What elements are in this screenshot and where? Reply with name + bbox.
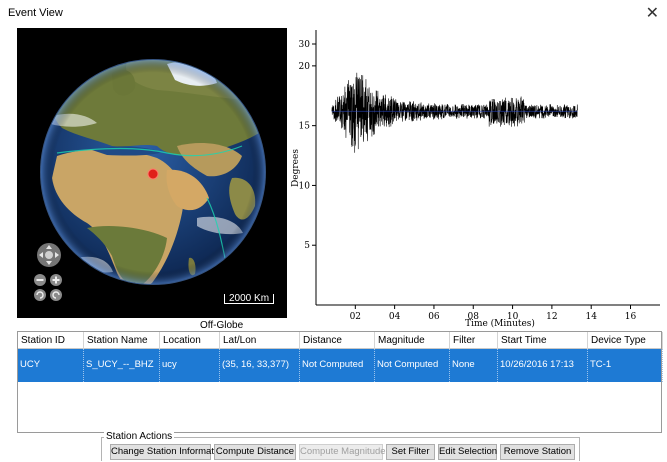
rotate-right-icon[interactable]	[50, 289, 62, 301]
table-header: Station ID Station Name Location Lat/Lon Dis…	[18, 332, 663, 349]
x-tick-label: 10	[507, 312, 519, 322]
station-table[interactable]: Station ID Station Name Location Lat/Lon Dis…	[17, 331, 663, 433]
column-header[interactable]: Filter	[450, 332, 498, 349]
table-cell: UCY	[18, 349, 84, 382]
rotate-left-icon[interactable]	[34, 289, 46, 301]
table-cell: None	[450, 349, 498, 382]
compute-magnitude-button[interactable]: Compute Magnitude	[299, 444, 386, 460]
table-cell: ucy	[160, 349, 220, 382]
edit-selection-button[interactable]: Edit Selection	[438, 444, 497, 460]
set-filter-button[interactable]: Set Filter	[386, 444, 435, 460]
window-title: Event View	[8, 7, 63, 19]
seismogram-chart[interactable]: 5 10 15 20 30 02 04 06 08 10 12 14 16 Time (Minutes) D…	[290, 28, 660, 330]
globe-graphic	[34, 59, 266, 301]
scale-bar	[224, 294, 274, 304]
scale-label: 2000 Km	[229, 293, 270, 304]
compute-distance-button[interactable]: Compute Distance	[214, 444, 296, 460]
waveform-line	[331, 72, 578, 153]
event-marker	[148, 169, 158, 179]
table-cell: S_UCY_--_BHZ	[84, 349, 160, 382]
off-globe-label: Off-Globe	[200, 320, 244, 331]
y-tick-label: 20	[299, 62, 311, 72]
table-cell: Not Computed	[375, 349, 450, 382]
table-cell: TC-1	[588, 349, 663, 382]
y-tick-label: 10	[299, 181, 311, 191]
column-header[interactable]: Magnitude	[375, 332, 450, 349]
column-header[interactable]: Lat/Lon	[220, 332, 300, 349]
zoom-out-icon[interactable]	[34, 274, 46, 286]
globe-view[interactable]: 2000 Km	[17, 28, 287, 318]
seismogram-svg: 5 10 15 20 30 02 04 06 08 10 12 14 16 Time (Minutes) D…	[291, 30, 660, 329]
table-cell: Not Computed	[300, 349, 375, 382]
column-header[interactable]: Location	[160, 332, 220, 349]
y-axis-label: Degrees	[291, 149, 301, 187]
column-header[interactable]: Station ID	[18, 332, 84, 349]
zoom-in-icon[interactable]	[50, 274, 62, 286]
close-icon[interactable]: ✕	[645, 5, 659, 22]
column-header[interactable]: Device Type	[588, 332, 663, 349]
table-cell: (35, 16, 33,377)	[220, 349, 300, 382]
x-tick-label: 06	[428, 312, 440, 322]
x-tick-label: 14	[585, 312, 597, 322]
y-tick-label: 15	[299, 122, 311, 132]
title-bar: Event View ✕	[0, 0, 667, 26]
y-tick-label: 30	[299, 40, 311, 50]
station-actions-group: Station Actions Change Station Informati…	[101, 431, 580, 461]
table-cell: 10/26/2016 17:13	[498, 349, 588, 382]
column-header[interactable]: Start Time	[498, 332, 588, 349]
column-header[interactable]: Station Name	[84, 332, 160, 349]
change-station-information-button[interactable]: Change Station Information	[110, 444, 227, 460]
x-tick-label: 16	[625, 312, 637, 322]
x-axis-label: Time (Minutes)	[465, 318, 535, 329]
pan-control[interactable]	[37, 243, 61, 267]
station-actions-legend: Station Actions	[104, 431, 175, 442]
table-row[interactable]: UCY S_UCY_--_BHZ ucy (35, 16, 33,377) Not Co…	[18, 349, 663, 382]
x-tick-label: 02	[350, 312, 361, 322]
remove-station-button[interactable]: Remove Station	[500, 444, 575, 460]
column-header[interactable]: Distance	[300, 332, 375, 349]
y-tick-label: 5	[304, 241, 310, 251]
x-tick-label: 04	[389, 312, 401, 322]
x-tick-label: 12	[546, 312, 557, 322]
x-tick-label: 08	[468, 312, 480, 322]
